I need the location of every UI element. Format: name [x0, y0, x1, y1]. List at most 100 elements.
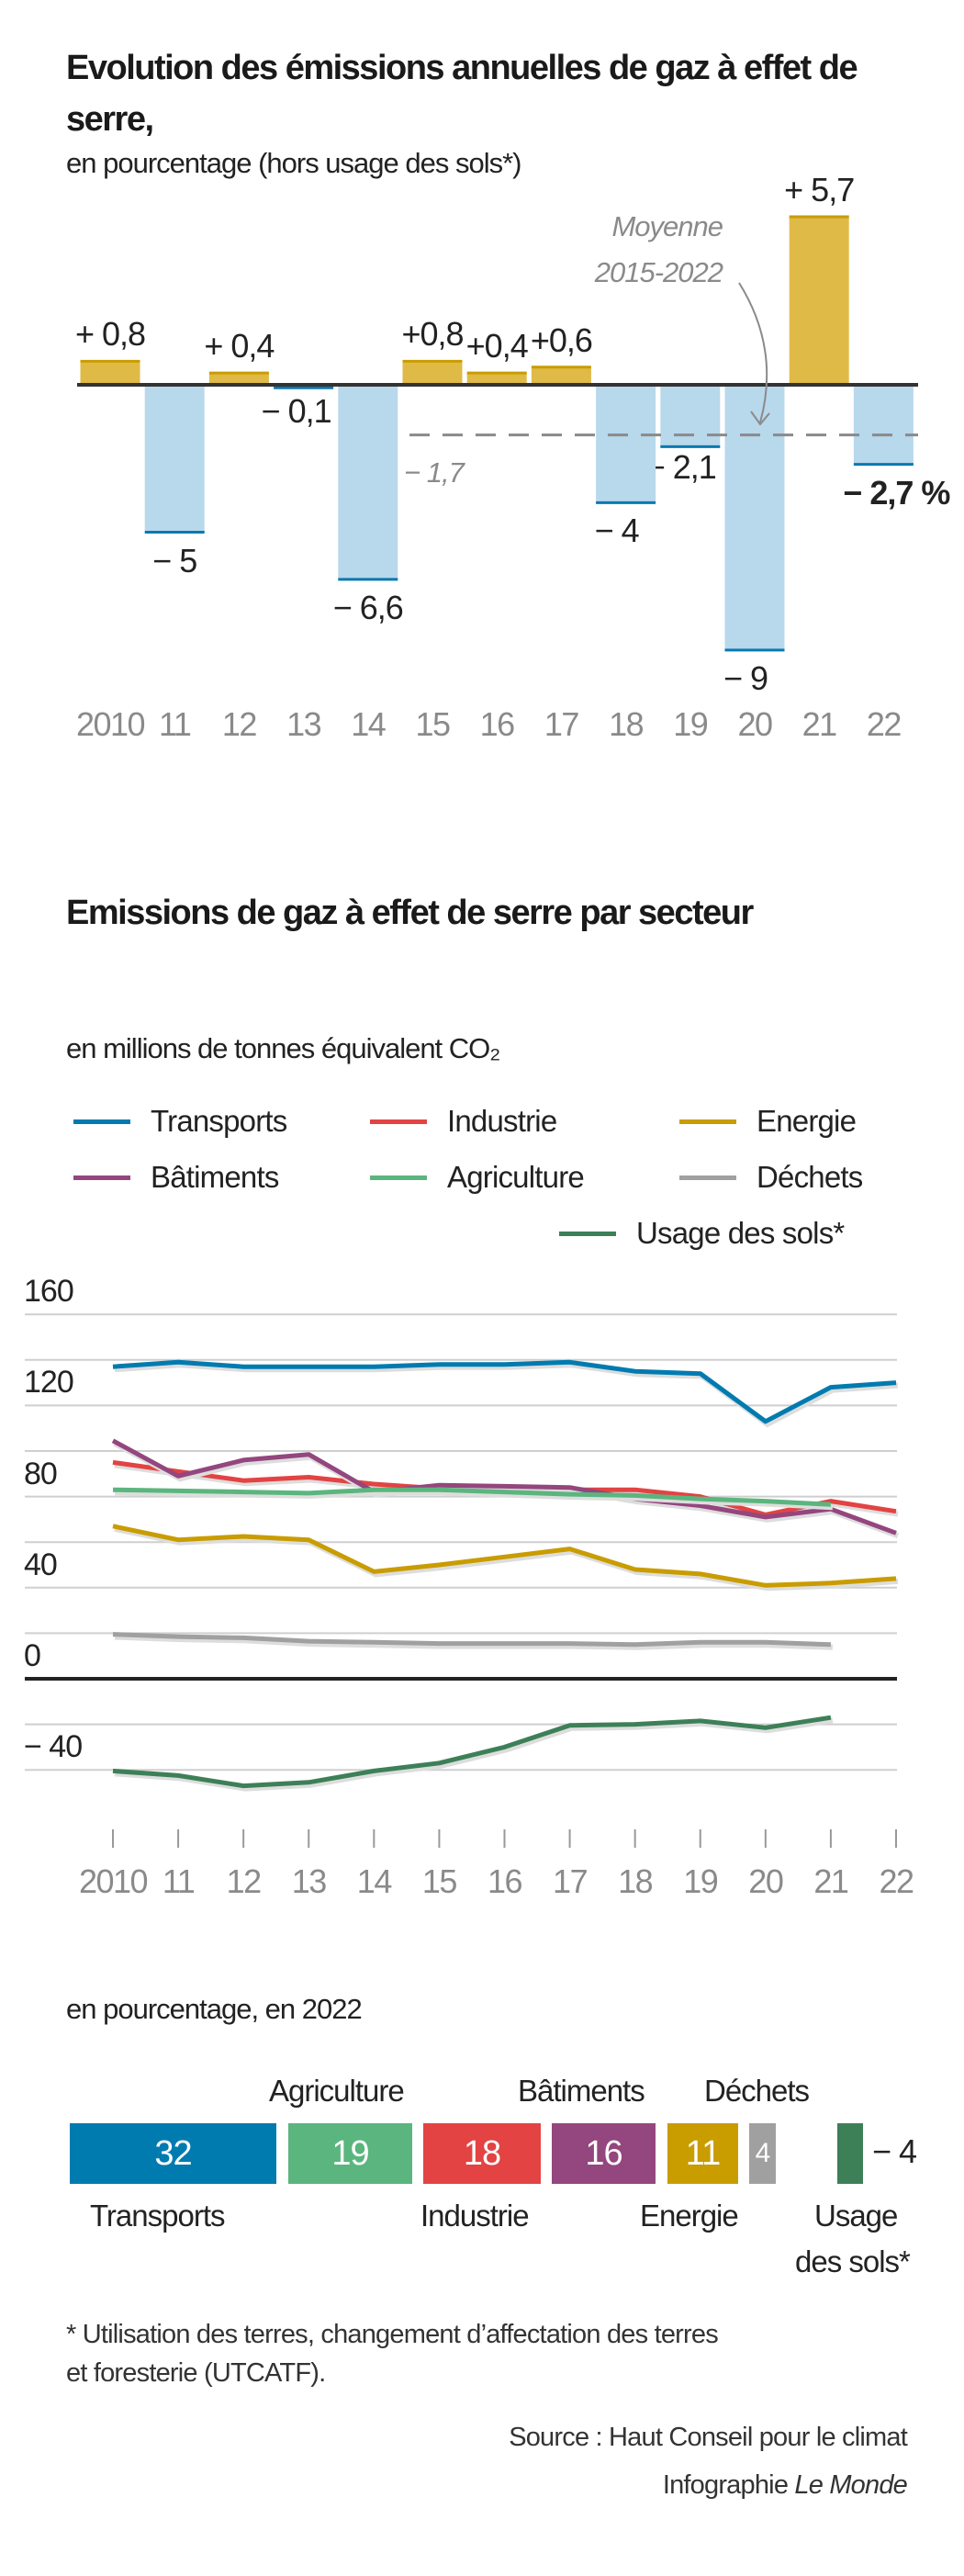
x-tick-label: 21 [813, 1862, 849, 1900]
y-tick-label: 120 [24, 1365, 74, 1400]
bar-year-label: 20 [737, 705, 773, 743]
bar-value-label: + 0,4 [204, 327, 275, 366]
average-annotation-line1: Moyenne [611, 210, 723, 242]
share-value: 18 [463, 2133, 501, 2173]
legend-label: Industrie [447, 1104, 557, 1138]
bar-value-label: − 5 [152, 541, 197, 579]
y-tick-label: 40 [24, 1547, 58, 1582]
series-line-agriculture [112, 1487, 832, 1507]
bar-14 [338, 385, 398, 579]
source-credit: Source : Haut Conseil pour le climat [509, 2423, 908, 2452]
average-value-label: − 1,7 [404, 456, 465, 489]
series-line-energie [112, 1524, 897, 1588]
legend-item: Usage des sols* [559, 1216, 845, 1251]
bar-15 [402, 361, 463, 385]
legend-item: Industrie [370, 1104, 557, 1139]
share-value: 19 [331, 2133, 369, 2173]
legend-label: Transports [151, 1104, 287, 1138]
bar-year-label: 16 [479, 705, 516, 743]
bar-value-label: + 5,7 [784, 171, 855, 209]
series-shadow [114, 1634, 834, 1650]
share-category-label-usage-1: Usage [814, 2199, 898, 2233]
bar-value-label: − 6,6 [332, 588, 404, 626]
bar-year-label: 2010 [75, 705, 146, 743]
bar-chart-title: Evolution des émissions annuelles de gaz… [66, 49, 858, 139]
bar-value-label: − 4 [594, 512, 640, 550]
y-tick-label: 80 [24, 1456, 58, 1491]
share-category-label: Industrie [420, 2199, 530, 2233]
legend-label: Energie [757, 1104, 857, 1138]
share-segment: 18 [423, 2123, 541, 2184]
footnote-line1: * Utilisation des terres, changement d’a… [66, 2320, 719, 2349]
bar-19 [660, 385, 721, 447]
legend-swatch [370, 1119, 427, 1124]
series-shadow [114, 1717, 834, 1792]
bar-value-label: − 9 [723, 658, 768, 697]
bar-value-label: − 0,1 [261, 392, 332, 430]
x-tick-label: 14 [356, 1862, 393, 1900]
bar-18 [596, 385, 656, 503]
bar-value-label: − 2,1 [645, 448, 717, 487]
bar-year-label: 13 [286, 705, 322, 743]
legend-label: Déchets [757, 1160, 863, 1194]
share-value: 16 [585, 2133, 622, 2173]
bar-year-label: 22 [866, 705, 902, 743]
share-segment: 19 [288, 2123, 412, 2184]
share-category-label: Agriculture [269, 2074, 405, 2108]
legend-item: Agriculture [370, 1160, 585, 1195]
legend-item: Energie [679, 1104, 857, 1139]
series-shadow [113, 1441, 900, 1539]
x-tick-label: 20 [748, 1862, 784, 1900]
share-category-label: Bâtiments [518, 2074, 645, 2108]
share-segment: 16 [552, 2123, 656, 2184]
series-line-transports [112, 1359, 897, 1424]
x-tick-label: 11 [162, 1862, 196, 1900]
share-chart-subtitle: en pourcentage, en 2022 [66, 1993, 363, 2025]
legend-label: Agriculture [447, 1160, 585, 1194]
publisher-name: Le Monde [794, 2470, 907, 2500]
share-value: 32 [154, 2133, 192, 2173]
y-tick-label: 160 [24, 1274, 74, 1310]
bar-value-label: − 2,7 % [843, 473, 950, 512]
share-segment: 11 [667, 2123, 738, 2184]
arrowhead-icon [750, 411, 770, 426]
bar-17 [531, 366, 591, 385]
x-tick-label: 13 [291, 1862, 328, 1900]
bar-year-label: 15 [415, 705, 451, 743]
share-segment: 4 [749, 2123, 776, 2184]
series-shadow [114, 1490, 834, 1511]
share-value: 11 [685, 2133, 721, 2173]
share-segment [837, 2123, 863, 2184]
bar-2010 [80, 361, 140, 385]
average-annotation: Moyenne 2015-2022 [595, 204, 723, 296]
y-tick-label: 0 [24, 1638, 41, 1673]
legend-item: Bâtiments [73, 1160, 279, 1195]
bar-12 [208, 373, 269, 385]
series-shadow [114, 1525, 899, 1592]
bar-year-label: 19 [673, 705, 709, 743]
x-tick-label: 16 [487, 1862, 523, 1900]
legend-swatch [73, 1175, 130, 1180]
legend-item: Transports [73, 1104, 287, 1139]
average-arrow-icon [738, 282, 768, 423]
bar-year-label: 14 [351, 705, 387, 743]
share-category-label: Transports [90, 2199, 225, 2233]
legend-swatch [370, 1175, 427, 1180]
legend-swatch [73, 1119, 130, 1124]
bar-year-label: 21 [801, 705, 838, 743]
share-value: 4 [755, 2138, 771, 2168]
bar-value-label: + 0,8 [74, 315, 146, 354]
bar-11 [144, 385, 205, 533]
x-tick-label: 15 [421, 1862, 458, 1900]
bar-20 [724, 385, 785, 650]
legend-item: Déchets [679, 1160, 863, 1195]
bar-22 [853, 385, 914, 465]
series-shadow [114, 1362, 899, 1428]
share-segment: 32 [70, 2123, 276, 2184]
x-tick-label: 18 [618, 1862, 654, 1900]
bar-21 [789, 217, 849, 385]
bar-value-label: +0,4 [465, 327, 529, 366]
bar-year-label: 11 [159, 705, 192, 743]
x-tick-label: 19 [683, 1862, 719, 1900]
bar-chart-subtitle: en pourcentage (hors usage des sols*) [66, 147, 521, 179]
